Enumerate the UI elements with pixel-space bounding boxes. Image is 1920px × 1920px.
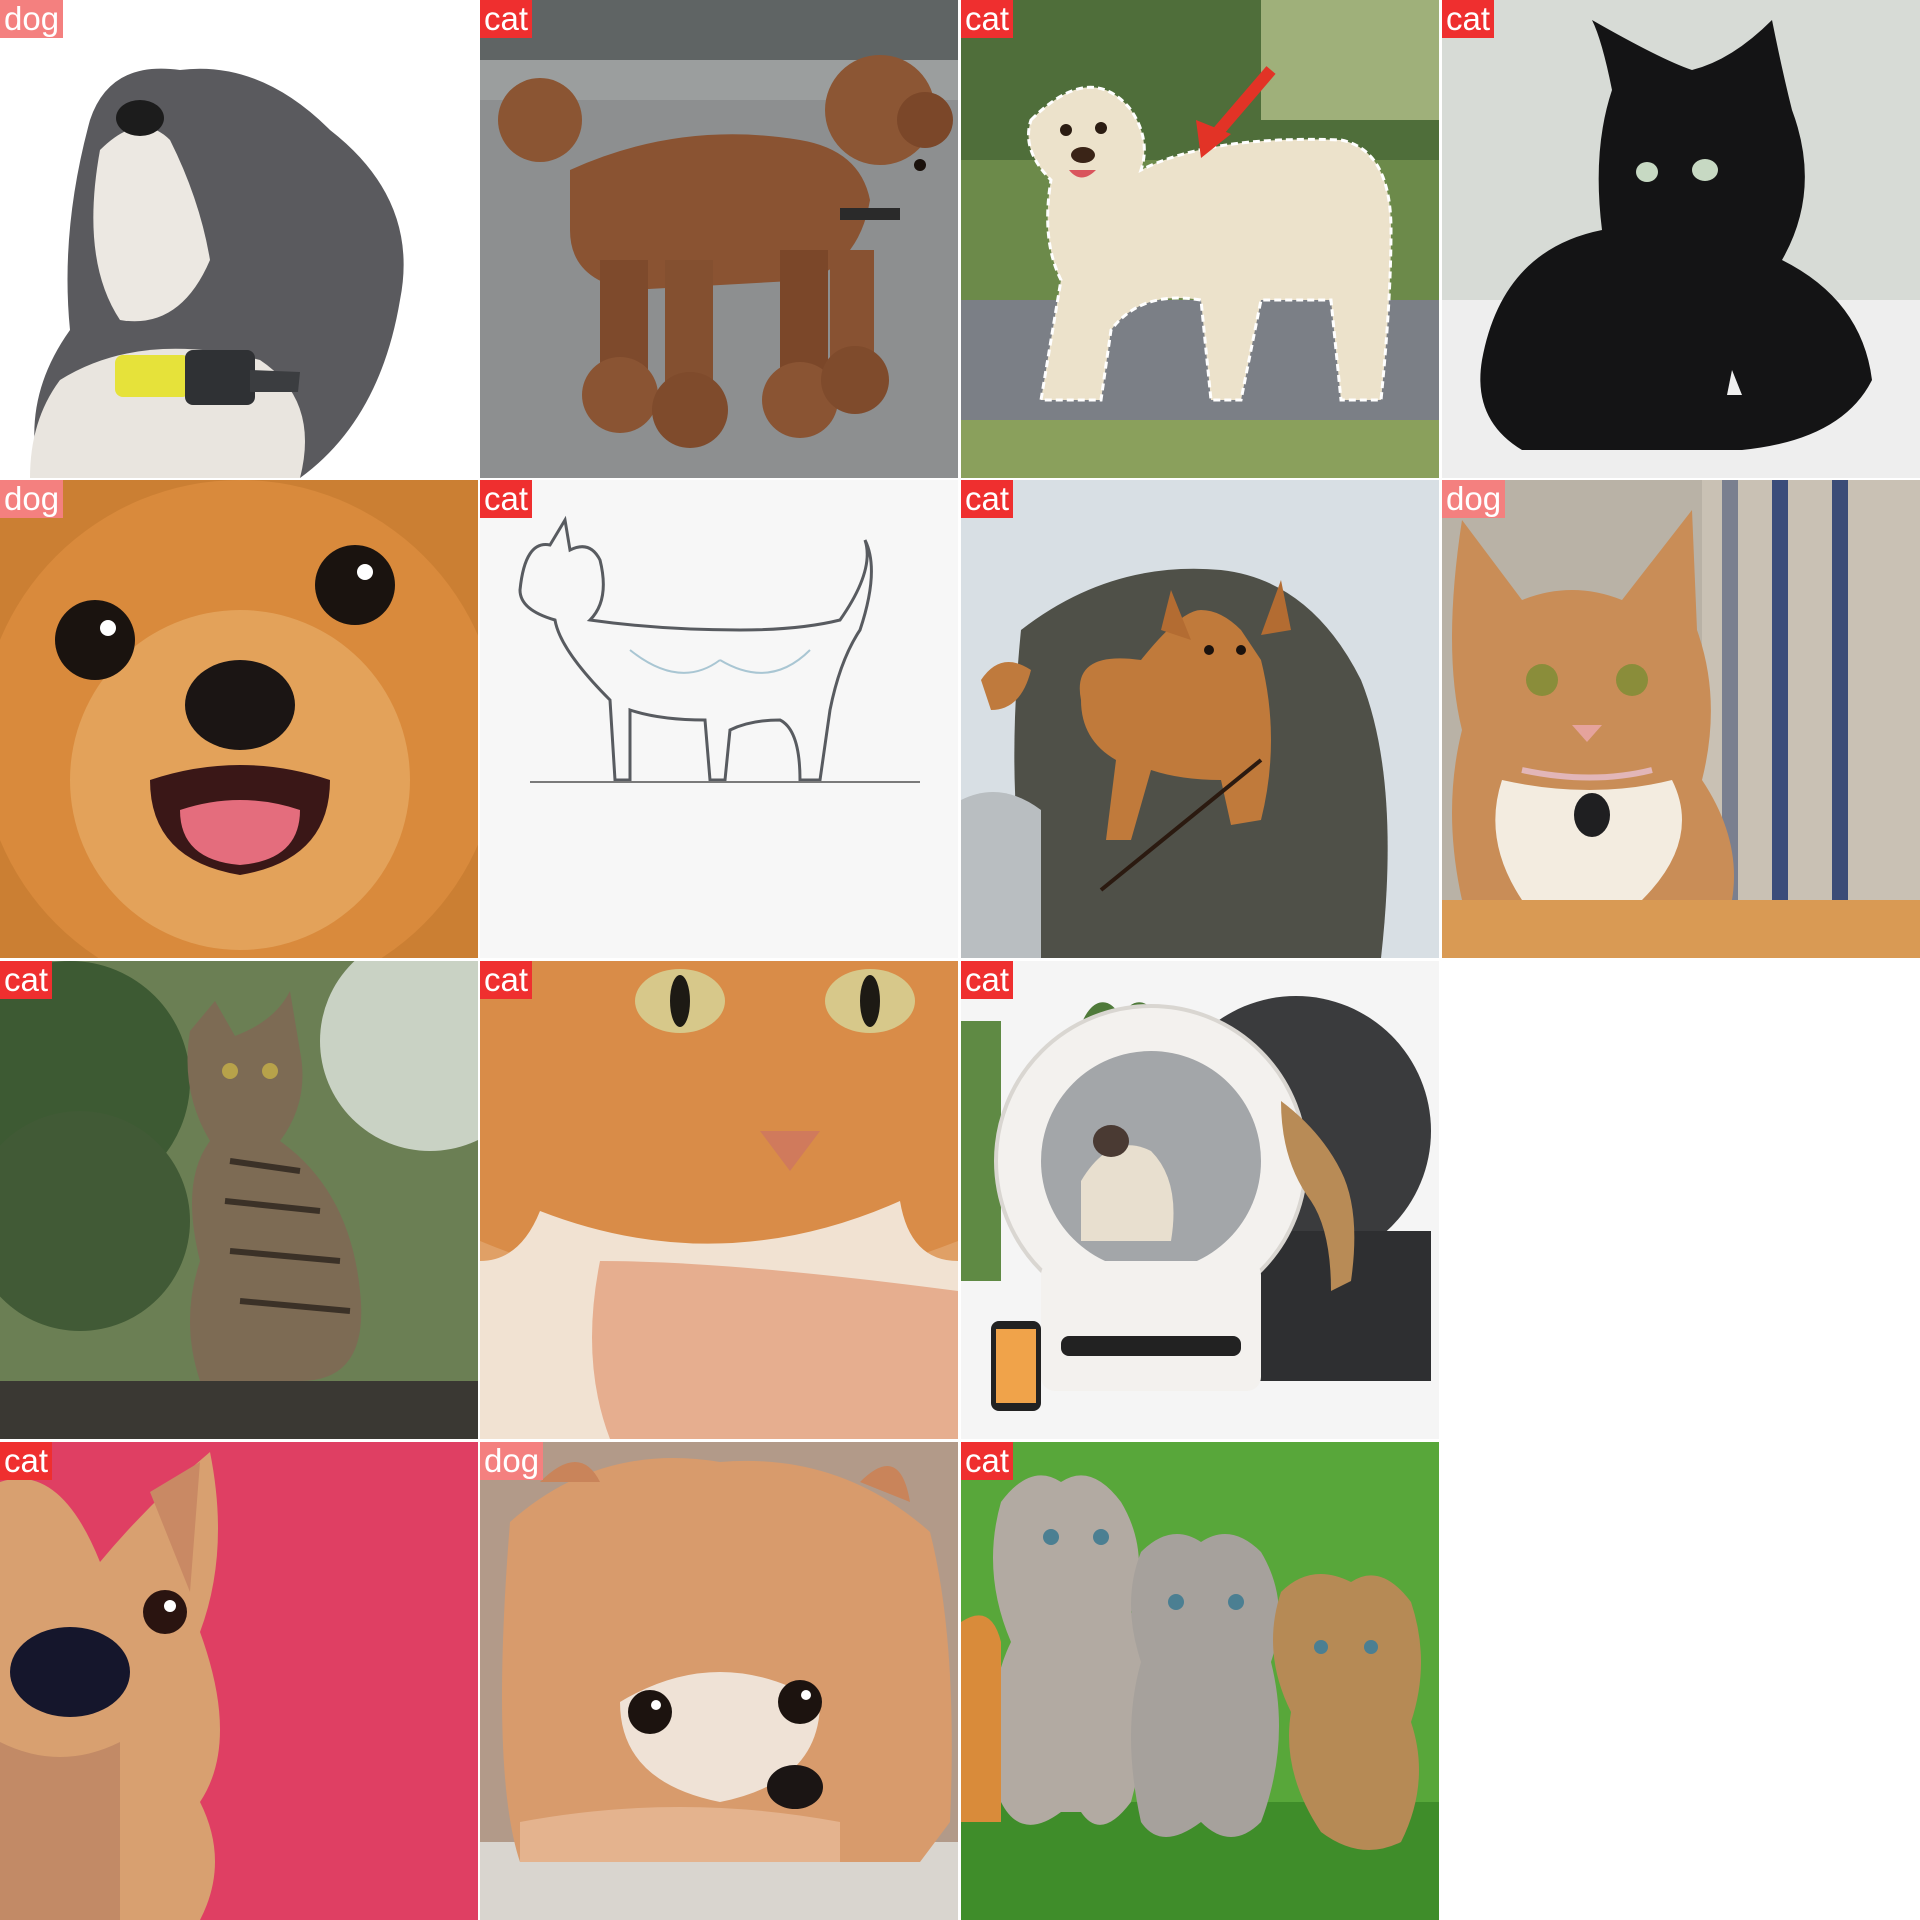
pomeranian-lying-image <box>480 1442 958 1920</box>
tile-label: cat <box>961 1442 1014 1480</box>
tile-label: cat <box>961 961 1014 999</box>
tile-label: dog <box>1442 480 1506 518</box>
tile-label: cat <box>0 961 53 999</box>
cat-sketch-image <box>480 480 958 958</box>
image-tile-1[interactable]: dog <box>0 0 478 478</box>
empty-tile <box>1442 1442 1920 1920</box>
image-tile-6[interactable]: cat <box>480 480 958 958</box>
kittens-on-grass-image <box>961 1442 1439 1920</box>
image-tile-13[interactable]: dog <box>480 1442 958 1920</box>
poodle-image <box>480 0 958 478</box>
shaggy-puppy-image <box>0 0 478 478</box>
image-tile-3[interactable]: cat <box>961 0 1439 478</box>
calico-cat-image <box>1442 480 1920 958</box>
image-tile-14[interactable]: cat <box>961 1442 1439 1920</box>
tile-label: dog <box>480 1442 544 1480</box>
dog-pink-background-image <box>0 1442 478 1920</box>
litter-box-cats-image <box>961 961 1439 1439</box>
image-tile-8[interactable]: dog <box>1442 480 1920 958</box>
image-tile-9[interactable]: cat <box>0 961 478 1439</box>
pomeranian-face-image <box>0 480 478 958</box>
labrador-anatomy-image <box>961 0 1439 478</box>
tile-label: cat <box>1442 0 1495 38</box>
image-tile-11[interactable]: cat <box>961 961 1439 1439</box>
tile-label: cat <box>480 480 533 518</box>
image-tile-4[interactable]: cat <box>1442 0 1920 478</box>
empty-tile <box>1442 961 1920 1439</box>
black-cat-image <box>1442 0 1920 478</box>
image-tile-12[interactable]: cat <box>0 1442 478 1920</box>
tile-label: dog <box>0 480 64 518</box>
tabby-cat-image <box>0 961 478 1439</box>
image-tile-2[interactable]: cat <box>480 0 958 478</box>
tile-label: cat <box>480 0 533 38</box>
tile-label: cat <box>0 1442 53 1480</box>
dog-on-rock-image <box>961 480 1439 958</box>
tile-label: dog <box>0 0 64 38</box>
tile-label: cat <box>961 0 1014 38</box>
tile-label: cat <box>480 961 533 999</box>
tile-label: cat <box>961 480 1014 518</box>
image-tile-7[interactable]: cat <box>961 480 1439 958</box>
image-tile-5[interactable]: dog <box>0 480 478 958</box>
image-tile-10[interactable]: cat <box>480 961 958 1439</box>
orange-cat-closeup-image <box>480 961 958 1439</box>
